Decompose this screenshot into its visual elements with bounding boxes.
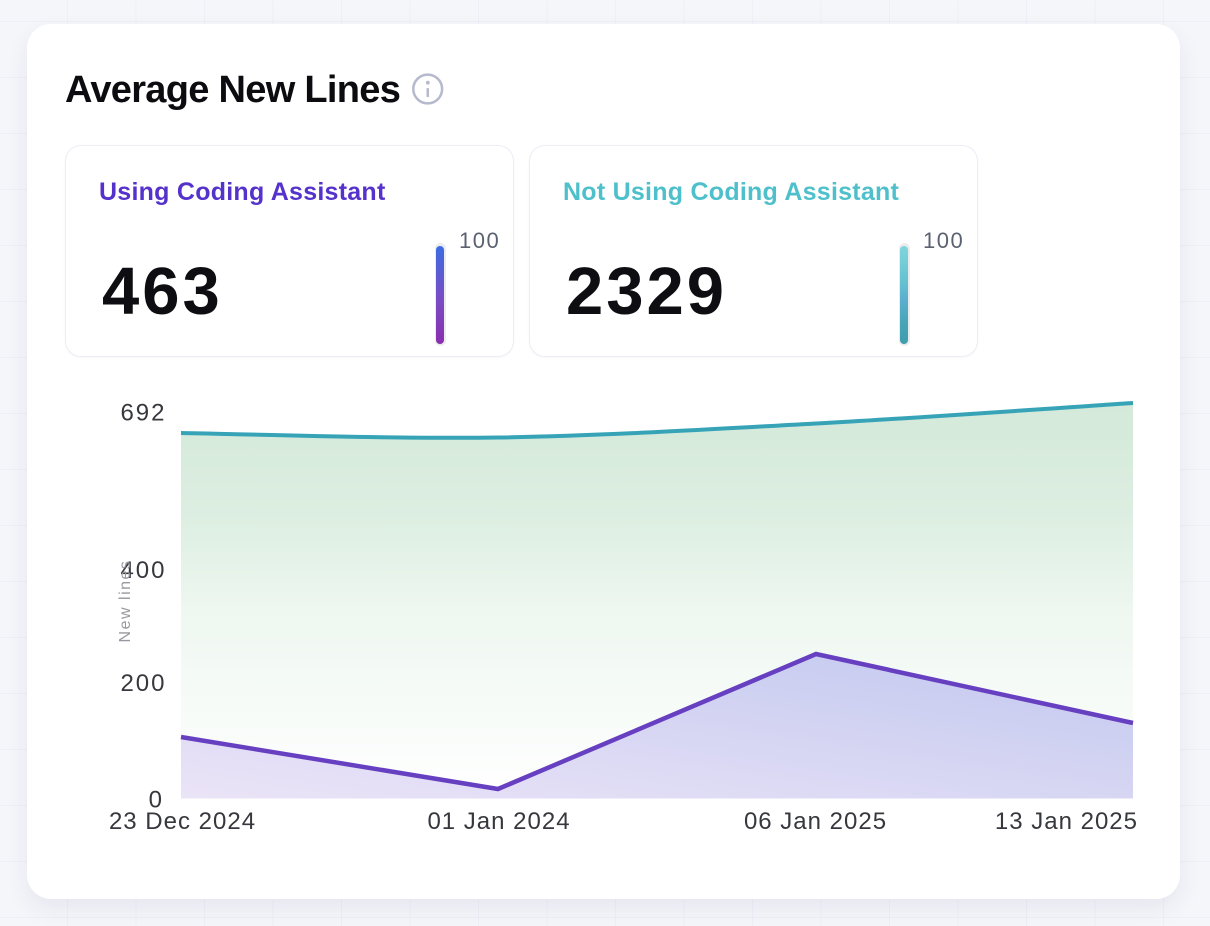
svg-text:400: 400 <box>120 557 166 584</box>
svg-text:200: 200 <box>120 670 166 697</box>
svg-text:New lines: New lines <box>117 560 134 643</box>
svg-text:13 Jan 2025: 13 Jan 2025 <box>995 808 1138 835</box>
svg-text:06 Jan 2025: 06 Jan 2025 <box>744 808 887 835</box>
svg-text:23 Dec 2024: 23 Dec 2024 <box>109 808 256 835</box>
svg-text:0: 0 <box>149 787 164 814</box>
svg-text:692: 692 <box>120 400 166 427</box>
svg-text:01 Jan 2024: 01 Jan 2024 <box>427 808 570 835</box>
